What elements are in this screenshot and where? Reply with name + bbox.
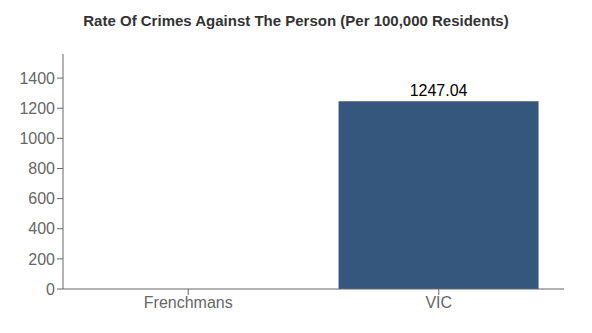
svg-text:800: 800 (28, 160, 55, 177)
svg-text:Frenchmans: Frenchmans (144, 294, 233, 311)
svg-text:1400: 1400 (19, 70, 55, 87)
svg-text:VIC: VIC (425, 294, 452, 311)
svg-text:600: 600 (28, 190, 55, 207)
svg-text:400: 400 (28, 220, 55, 237)
svg-text:1200: 1200 (19, 100, 55, 117)
svg-text:1247.04: 1247.04 (410, 82, 468, 99)
svg-text:200: 200 (28, 251, 55, 268)
svg-text:1000: 1000 (19, 130, 55, 147)
html-text:Rate Of Crimes Against The Per: Rate Of Crimes Against The Person (Per 1… (83, 12, 509, 29)
svg-text:0: 0 (46, 281, 55, 298)
